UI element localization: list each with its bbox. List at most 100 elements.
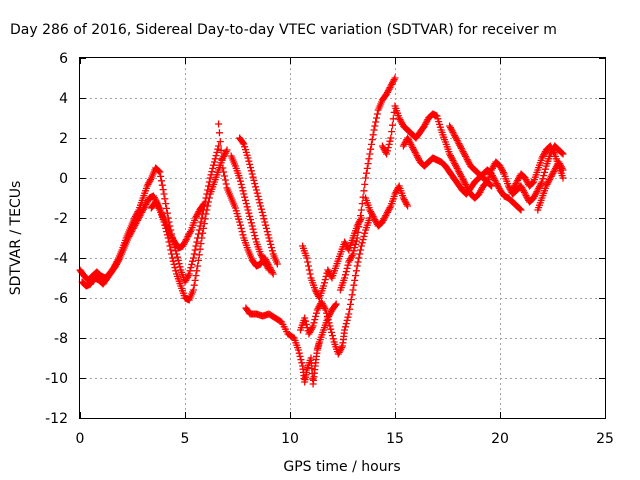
data-series bbox=[362, 182, 412, 230]
data-point bbox=[164, 234, 172, 242]
data-point bbox=[452, 135, 460, 143]
data-point bbox=[405, 137, 413, 145]
data-point bbox=[245, 157, 253, 165]
data-point bbox=[409, 145, 417, 153]
data-point bbox=[147, 176, 155, 184]
data-point bbox=[250, 228, 258, 236]
data-point bbox=[141, 202, 149, 210]
data-point bbox=[342, 268, 350, 276]
data-point bbox=[312, 288, 320, 296]
data-point bbox=[409, 144, 417, 152]
data-point bbox=[191, 276, 199, 284]
data-point bbox=[353, 262, 361, 270]
data-point bbox=[114, 257, 122, 265]
data-point bbox=[353, 234, 361, 242]
data-point bbox=[129, 224, 137, 232]
data-point bbox=[334, 350, 342, 358]
data-point bbox=[242, 200, 250, 208]
data-point bbox=[217, 146, 225, 154]
data-point bbox=[341, 240, 349, 248]
data-point bbox=[200, 220, 208, 228]
data-point bbox=[306, 270, 314, 278]
data-point bbox=[398, 119, 406, 127]
data-point bbox=[535, 183, 543, 191]
data-point bbox=[549, 147, 557, 155]
data-point bbox=[451, 133, 459, 141]
y-tick-label: -6 bbox=[54, 291, 68, 307]
chart-title: Day 286 of 2016, Sidereal Day-to-day VTE… bbox=[10, 22, 557, 38]
data-point bbox=[378, 218, 386, 226]
data-point bbox=[181, 239, 189, 247]
data-point bbox=[395, 114, 403, 122]
data-point bbox=[298, 359, 306, 367]
data-point bbox=[262, 261, 270, 269]
data-point bbox=[388, 121, 396, 129]
data-point bbox=[371, 122, 379, 130]
data-point bbox=[396, 116, 404, 124]
data-point bbox=[310, 319, 318, 327]
data-point bbox=[258, 208, 266, 216]
data-point bbox=[406, 139, 414, 147]
data-point bbox=[454, 138, 462, 146]
data-point bbox=[157, 177, 165, 185]
data-point bbox=[221, 176, 229, 184]
data-point bbox=[521, 190, 529, 198]
data-point bbox=[311, 316, 319, 324]
data-point bbox=[332, 300, 340, 308]
data-point bbox=[154, 166, 162, 174]
data-point bbox=[210, 161, 218, 169]
data-point bbox=[462, 154, 470, 162]
data-point bbox=[548, 145, 556, 153]
data-point bbox=[545, 177, 553, 185]
data-point bbox=[514, 175, 522, 183]
data-point bbox=[207, 171, 215, 179]
data-point bbox=[146, 177, 154, 185]
data-point bbox=[549, 169, 557, 177]
data-point bbox=[209, 164, 217, 172]
data-point bbox=[244, 206, 252, 214]
data-point bbox=[219, 164, 227, 172]
data-point bbox=[206, 174, 214, 182]
data-point bbox=[540, 172, 548, 180]
data-point bbox=[335, 348, 343, 356]
data-point bbox=[254, 192, 262, 200]
data-point bbox=[421, 120, 429, 128]
data-point bbox=[512, 180, 520, 188]
data-point bbox=[384, 207, 392, 215]
data-point bbox=[357, 212, 365, 220]
data-point bbox=[446, 124, 454, 132]
data-point bbox=[366, 206, 374, 214]
data-point bbox=[182, 276, 190, 284]
data-point bbox=[364, 160, 372, 168]
data-point bbox=[517, 182, 525, 190]
grid bbox=[80, 58, 605, 418]
data-point bbox=[534, 186, 542, 194]
data-point bbox=[559, 166, 567, 174]
data-point bbox=[266, 237, 274, 245]
data-point bbox=[392, 188, 400, 196]
data-point bbox=[307, 325, 315, 333]
data-point bbox=[402, 199, 410, 207]
data-point bbox=[386, 204, 394, 212]
data-point bbox=[384, 87, 392, 95]
data-point bbox=[540, 151, 548, 159]
x-tick-label: 25 bbox=[596, 431, 614, 447]
data-point bbox=[544, 179, 552, 187]
data-point bbox=[511, 181, 519, 189]
data-point bbox=[539, 152, 547, 160]
data-point bbox=[413, 152, 421, 160]
data-point bbox=[143, 182, 151, 190]
plot-frame bbox=[79, 57, 606, 419]
data-point bbox=[260, 256, 268, 264]
data-point bbox=[199, 224, 207, 232]
data-point bbox=[192, 214, 199, 222]
data-point bbox=[387, 134, 395, 142]
data-point bbox=[346, 305, 354, 313]
data-point bbox=[517, 206, 525, 214]
data-point bbox=[372, 118, 380, 126]
data-point bbox=[167, 246, 175, 254]
data-point bbox=[318, 300, 326, 308]
data-point bbox=[261, 218, 269, 226]
data-point bbox=[370, 214, 378, 222]
x-tick-label: 15 bbox=[386, 431, 404, 447]
